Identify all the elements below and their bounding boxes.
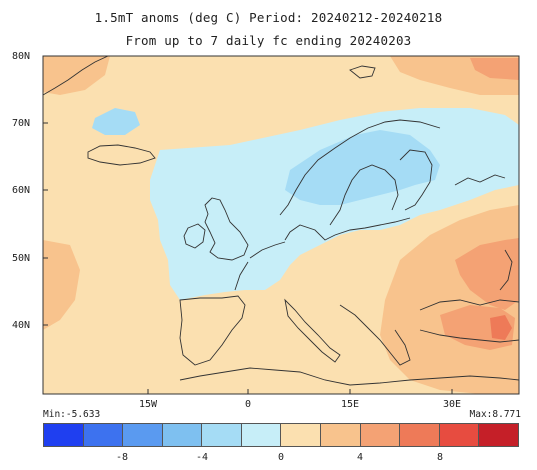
- cold-patch-north: [92, 108, 140, 135]
- max-value-label: Max:8.771: [469, 409, 521, 420]
- colorbar-swatch-11: [479, 424, 518, 446]
- colorbar-swatch-3: [162, 424, 203, 446]
- colorbar-swatch-2: [123, 424, 163, 446]
- lon-label-30e: 30E: [442, 399, 462, 410]
- colorbar-tick-minus4: -4: [195, 452, 209, 463]
- colorbar-swatch-7: [321, 424, 361, 446]
- lat-label-60n: 60N: [12, 185, 31, 196]
- strong-cold-region: [285, 130, 440, 205]
- lon-label-15w: 15W: [138, 399, 158, 410]
- map-title: 1.5mT anoms (deg C) Period: 20240212-202…: [94, 10, 443, 25]
- colorbar-swatch-5: [241, 424, 282, 446]
- colorbar: [43, 423, 519, 447]
- lon-label-15e: 15E: [340, 399, 360, 410]
- lon-label-0: 0: [244, 399, 252, 410]
- colorbar-swatch-1: [83, 424, 124, 446]
- colorbar-tick-4: 4: [356, 452, 364, 463]
- colorbar-swatch-9: [400, 424, 440, 446]
- lat-label-70n: 70N: [12, 118, 31, 129]
- lat-label-50n: 50N: [12, 253, 31, 264]
- coastlines: [43, 56, 519, 386]
- hottest-spot: [490, 315, 512, 340]
- min-value-label: Min:-5.633: [43, 409, 101, 420]
- map-subtitle: From up to 7 daily fc ending 20240203: [125, 33, 412, 48]
- map-frame: [42, 55, 520, 395]
- lat-label-80n: 80N: [12, 51, 31, 62]
- colorbar-tick-0: 0: [277, 452, 285, 463]
- colorbar-swatch-4: [202, 424, 242, 446]
- hot-region-turkey: [440, 305, 515, 350]
- colorbar-tick-8: 8: [436, 452, 444, 463]
- colorbar-swatch-6: [281, 424, 322, 446]
- hot-region-east: [455, 238, 519, 310]
- colorbar-swatch-8: [360, 424, 401, 446]
- lat-label-40n: 40N: [12, 320, 31, 331]
- colorbar-swatch-10: [439, 424, 480, 446]
- colorbar-swatch-0: [44, 424, 84, 446]
- hot-region-northeast: [470, 58, 519, 80]
- warm-region-south: [43, 240, 80, 330]
- map-field: [43, 56, 519, 394]
- axis-ticks: [43, 122, 453, 394]
- colorbar-tick-minus8: -8: [115, 452, 129, 463]
